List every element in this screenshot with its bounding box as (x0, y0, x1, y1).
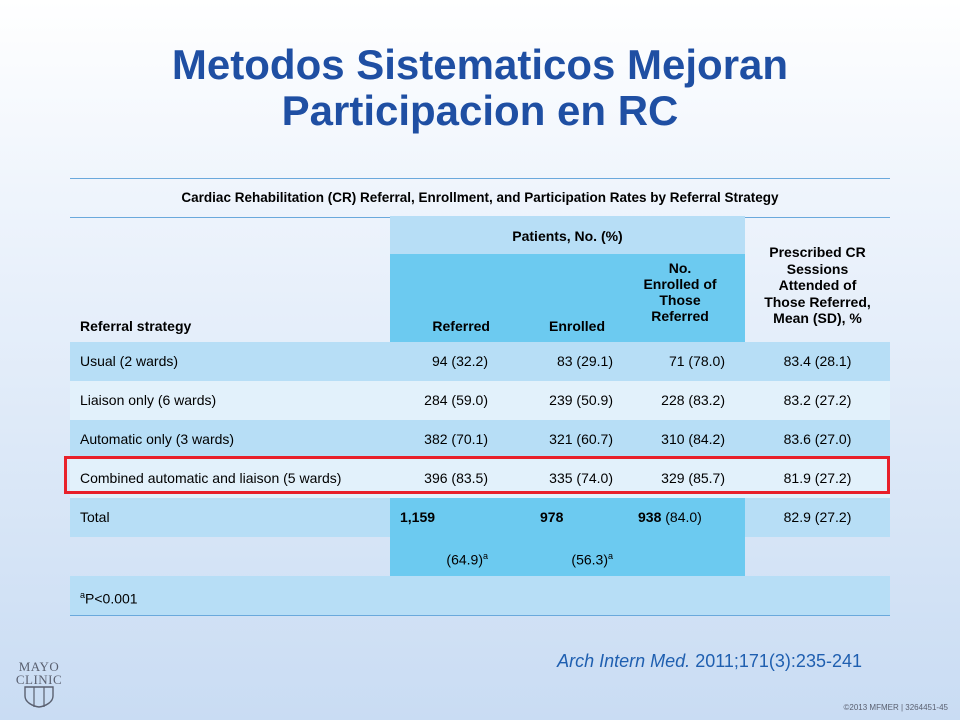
shield-icon (24, 686, 54, 708)
cell-prescribed: 83.2 (27.2) (783, 392, 852, 408)
cell-enrolled: 239 (50.9) (549, 392, 613, 408)
cell-strategy: Usual (2 wards) (80, 353, 179, 369)
table-caption-row: Cardiac Rehabilitation (CR) Referral, En… (70, 178, 890, 218)
cell-total-prescribed: 82.9 (27.2) (783, 509, 852, 525)
cell-no-enrolled: 329 (85.7) (661, 470, 725, 486)
slide-title: Metodos Sistematicos Mejoran Participaci… (0, 42, 960, 134)
cell-total-enrolled-pct: (56.3)a (571, 551, 613, 568)
cell-referred: 396 (83.5) (424, 470, 488, 486)
cell-enrolled: 83 (29.1) (556, 353, 613, 369)
cell-prescribed: 81.9 (27.2) (783, 470, 852, 486)
cell-enrolled: 321 (60.7) (549, 431, 613, 447)
copyright-text: ©2013 MFMER | 3264451-45 (843, 703, 948, 712)
cell-total-referred: 1,159 (400, 509, 436, 525)
cell-no-enrolled: 310 (84.2) (661, 431, 725, 447)
header-referred: Referred (432, 318, 490, 334)
header-enrolled: Enrolled (548, 318, 605, 334)
cell-total-referred-pct: (64.9)a (446, 551, 488, 568)
cell-no-enrolled: 228 (83.2) (661, 392, 725, 408)
slide-title-line-2: Participacion en RC (281, 87, 679, 134)
cell-enrolled: 335 (74.0) (549, 470, 613, 486)
mayo-clinic-logo: MAYO CLINIC (14, 660, 64, 713)
highlight-box (64, 456, 890, 494)
table-header: Referral strategy Patients, No. (%) Refe… (70, 216, 890, 342)
cell-strategy: Automatic only (3 wards) (80, 431, 235, 447)
cell-prescribed: 83.6 (27.0) (783, 431, 852, 447)
patients-subheader-bg (390, 254, 745, 342)
table-footnote-row: aP<0.001 (70, 576, 890, 616)
header-no-enrolled: No. Enrolled of Those Referred (643, 260, 717, 324)
table-row-total-pct: (64.9)a (56.3)a (70, 537, 890, 576)
patients-header-bg (390, 216, 745, 254)
cell-referred: 94 (32.2) (431, 353, 488, 369)
cell-no-enrolled: 71 (78.0) (668, 353, 725, 369)
header-patients: Patients, No. (%) (512, 228, 623, 244)
header-referral-strategy: Referral strategy (80, 318, 192, 334)
cell-strategy: Liaison only (6 wards) (80, 392, 217, 408)
cell-total-no-enrolled: 938 (84.0) (638, 509, 702, 525)
slide-title-line-1: Metodos Sistematicos Mejoran (171, 41, 789, 88)
cell-referred: 284 (59.0) (424, 392, 488, 408)
table-row: Usual (2 wards) 94 (32.2) 83 (29.1) 71 (… (70, 342, 890, 381)
cell-prescribed: 83.4 (28.1) (783, 353, 852, 369)
cell-referred: 382 (70.1) (424, 431, 488, 447)
header-prescribed: Prescribed CR Sessions Attended of Those… (764, 244, 871, 326)
table-row: Liaison only (6 wards) 284 (59.0) 239 (5… (70, 381, 890, 420)
citation: Arch Intern Med. 2011;171(3):235-241 (557, 651, 862, 671)
table-row-total: Total 1,159 978 938 (84.0) 82.9 (27.2) (70, 498, 890, 537)
table-footnote: aP<0.001 (80, 590, 138, 607)
cell-total-enrolled: 978 (540, 509, 564, 525)
table-row: Automatic only (3 wards) 382 (70.1) 321 … (70, 420, 890, 459)
cell-total-label: Total (80, 509, 110, 525)
cell-strategy: Combined automatic and liaison (5 wards) (80, 470, 342, 486)
table-caption: Cardiac Rehabilitation (CR) Referral, En… (181, 190, 779, 205)
